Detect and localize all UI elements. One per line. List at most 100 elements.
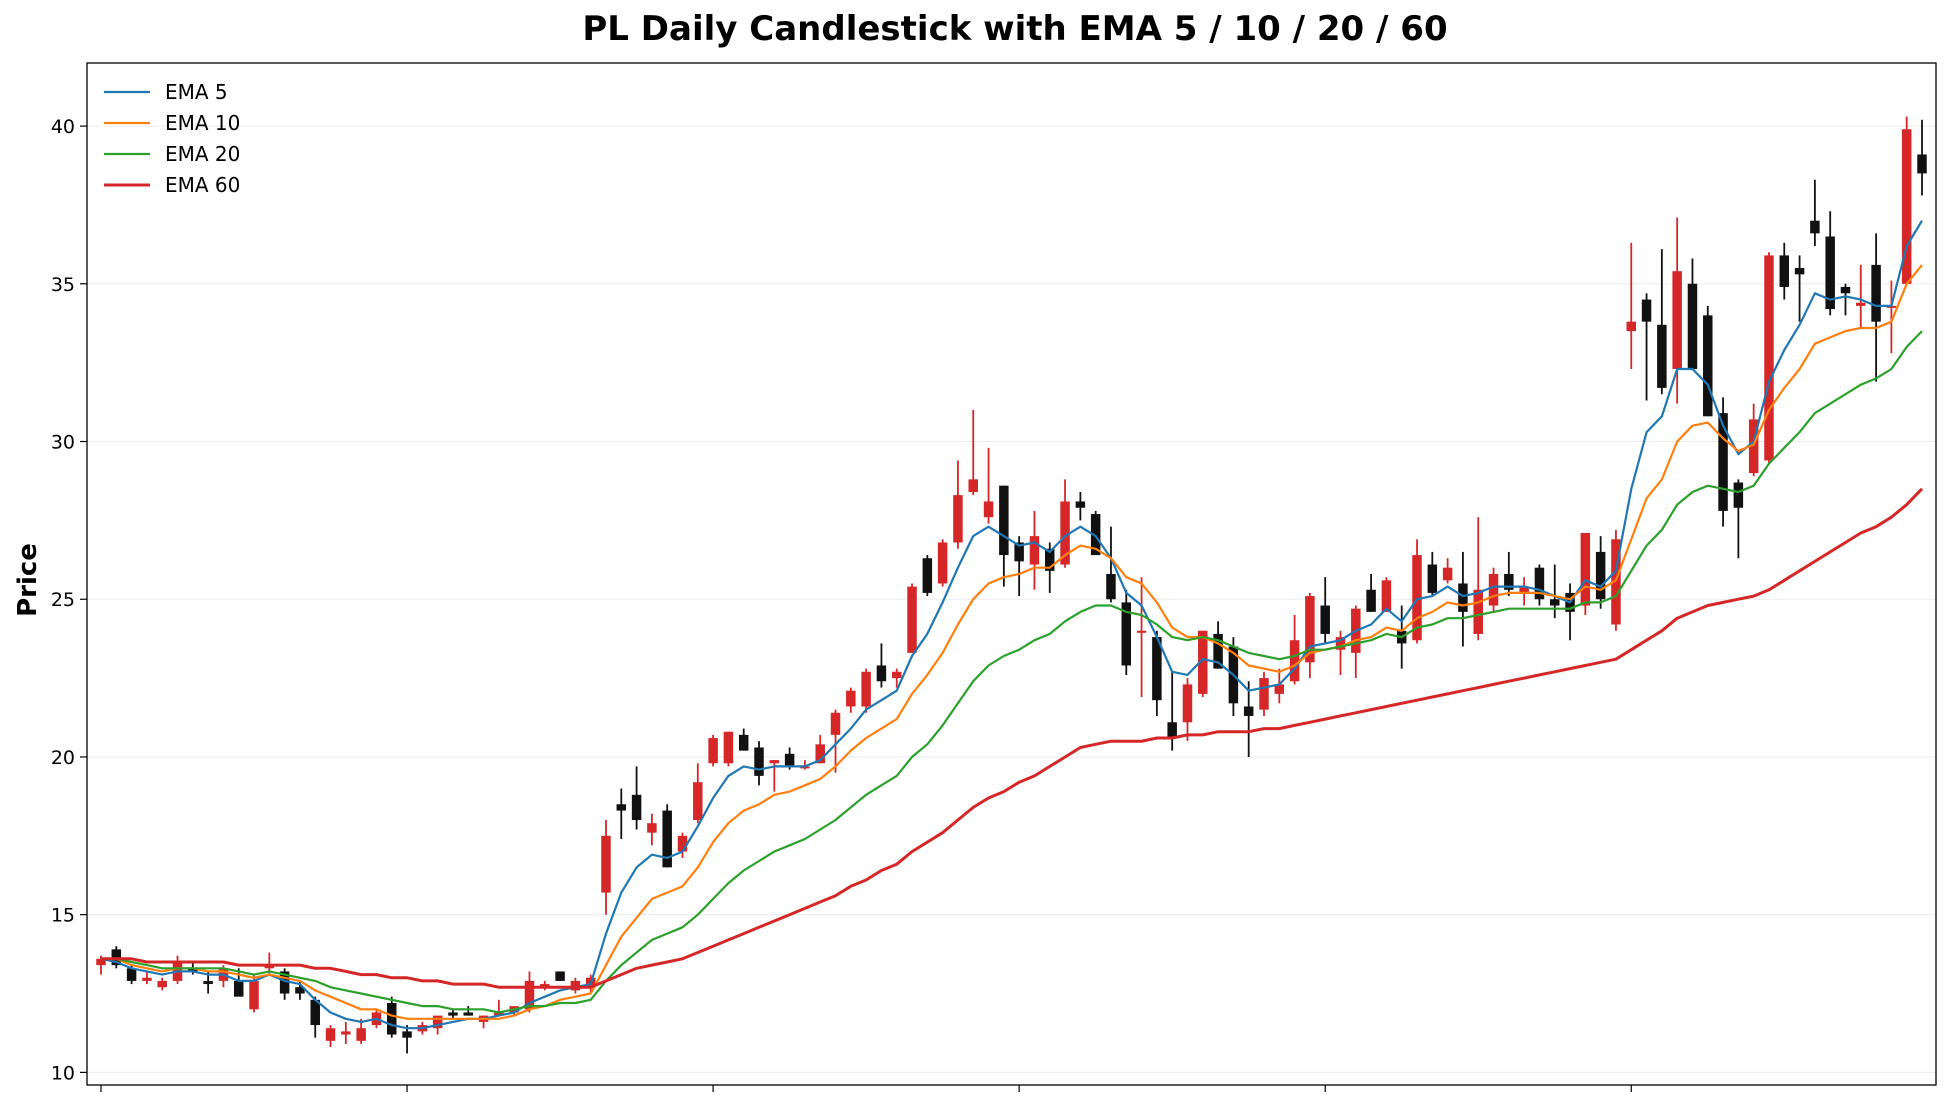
candle-body — [188, 968, 198, 972]
candle-body — [1703, 315, 1713, 417]
candle-body — [723, 731, 734, 764]
y-tick-label: 35 — [51, 274, 75, 296]
legend-label: EMA 60 — [165, 173, 240, 197]
candle-body — [631, 794, 642, 821]
candle-body — [784, 753, 795, 767]
candle-body — [1672, 271, 1682, 369]
candle-body — [233, 980, 244, 997]
candle-body — [1626, 321, 1636, 332]
candle-body — [922, 558, 933, 593]
candle-body — [953, 495, 963, 543]
candle-body — [907, 586, 917, 653]
candle-body — [1198, 630, 1208, 694]
legend-label: EMA 20 — [165, 142, 240, 166]
candle-body — [1718, 413, 1728, 511]
y-tick-label: 40 — [51, 116, 75, 138]
candle-body — [1687, 283, 1698, 369]
candle-layer — [96, 116, 1927, 1054]
candle-body — [937, 542, 948, 584]
candle-body — [1182, 684, 1193, 723]
candle-body — [754, 747, 764, 776]
candle-body — [142, 977, 152, 981]
candle-body — [1335, 637, 1346, 650]
candle-body — [295, 987, 305, 994]
candle-body — [601, 835, 611, 893]
candle-body — [325, 1028, 336, 1041]
candle-body — [555, 971, 565, 981]
candle-body — [1580, 532, 1591, 606]
candle-body — [1595, 551, 1606, 600]
candle-body — [341, 1031, 351, 1035]
candle-body — [1060, 501, 1070, 565]
candle-body — [1121, 602, 1132, 666]
plot-frame — [86, 62, 1937, 1086]
candle-body — [1917, 154, 1927, 174]
candle-body — [1779, 255, 1790, 287]
ema-line — [101, 330, 1923, 1014]
candle-body — [1504, 574, 1514, 590]
candle-body — [570, 980, 581, 991]
candle-body — [1794, 268, 1805, 275]
candle-body — [677, 835, 688, 852]
candle-body — [1152, 637, 1162, 701]
candle-body — [1810, 220, 1820, 234]
candle-body — [1075, 501, 1086, 508]
candle-body — [1764, 255, 1774, 461]
candle-body — [1366, 589, 1376, 612]
candle-body — [1412, 555, 1422, 641]
legend-label: EMA 5 — [165, 80, 228, 104]
candle-body — [1274, 684, 1285, 694]
candle-body — [1488, 574, 1499, 606]
candle-body — [1136, 630, 1147, 633]
candle-body — [402, 1031, 412, 1038]
candle-body — [540, 984, 550, 988]
candle-body — [1901, 129, 1912, 284]
candle-body — [1289, 640, 1300, 682]
candle-body — [1427, 564, 1438, 593]
candle-body — [1473, 589, 1483, 634]
candle-body — [891, 671, 902, 679]
candle-body — [861, 671, 871, 707]
candle-body — [249, 980, 259, 1010]
candle-body — [1167, 722, 1177, 739]
candle-body — [1381, 580, 1392, 612]
candle-body — [1825, 236, 1835, 310]
candle-body — [157, 980, 167, 988]
ema-layer — [100, 220, 1924, 1030]
candle-body — [876, 665, 887, 682]
candle-body — [279, 971, 290, 994]
candle-body — [983, 501, 994, 518]
candle-body — [1748, 419, 1759, 474]
ema-line — [100, 220, 1923, 1030]
candle-body — [111, 949, 122, 966]
candle-body — [126, 968, 137, 981]
ema-line — [101, 264, 1923, 1020]
y-tick-label: 15 — [51, 905, 75, 927]
y-axis: 10 15 20 25 30 35 40 — [51, 116, 87, 1084]
chart-title: PL Daily Candlestick with EMA 5 / 10 / 2… — [582, 9, 1447, 49]
candle-body — [708, 738, 718, 764]
candle-body — [647, 823, 657, 833]
candle-body — [1534, 567, 1545, 600]
candle-body — [96, 958, 106, 966]
candle-body — [387, 1002, 397, 1035]
candle-body — [1029, 536, 1040, 565]
candle-body — [1840, 286, 1851, 294]
candle-body — [1090, 514, 1101, 556]
candle-body — [1442, 567, 1453, 581]
candle-body — [1657, 324, 1667, 388]
candle-body — [1871, 264, 1881, 322]
candle-body — [1106, 574, 1116, 600]
candle-body — [1213, 633, 1223, 669]
candle-body — [693, 782, 703, 821]
candle-body — [769, 760, 780, 764]
y-tick-label: 30 — [51, 432, 75, 454]
candle-body — [1305, 596, 1315, 663]
candle-body — [1733, 482, 1744, 508]
candle-body — [968, 479, 978, 492]
legend-label: EMA 10 — [165, 111, 240, 135]
candle-body — [616, 804, 627, 811]
candle-body — [1611, 539, 1621, 625]
candle-body — [1045, 548, 1055, 571]
